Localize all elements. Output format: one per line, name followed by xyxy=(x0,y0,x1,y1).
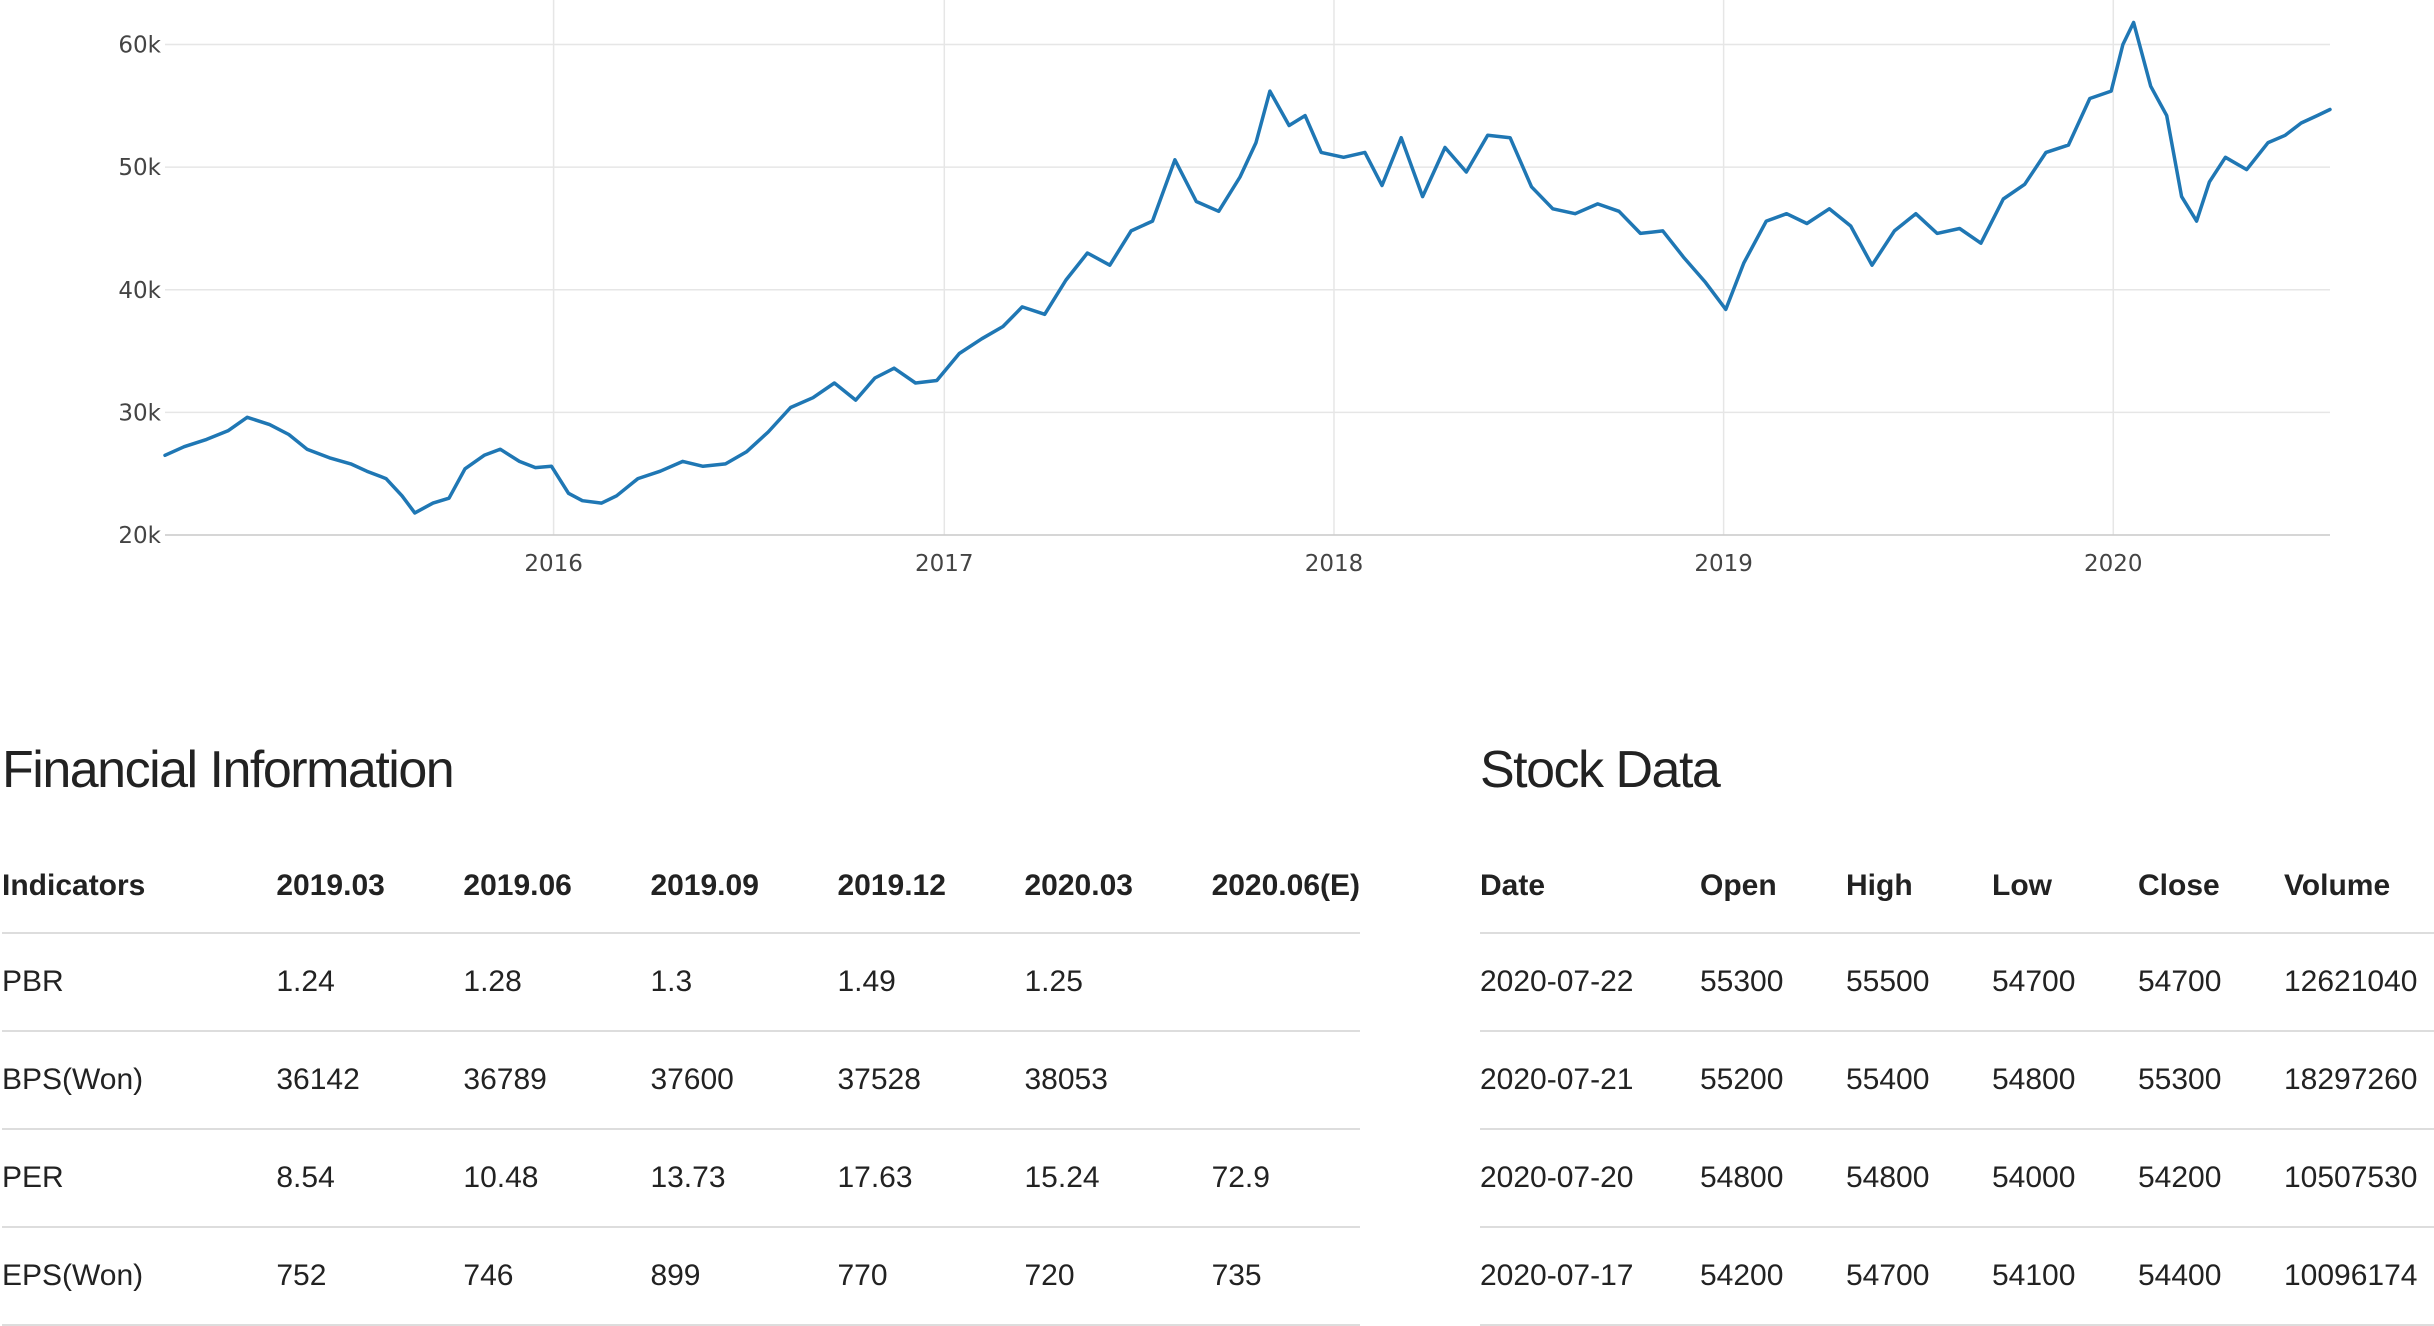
table-cell: 55400 xyxy=(1846,1031,1992,1130)
header-close: Close xyxy=(2138,840,2284,934)
header-volume: Volume xyxy=(2284,840,2434,934)
table-cell: 72.9 xyxy=(1211,1129,1360,1228)
header-indicators: Indicators xyxy=(2,840,277,934)
table-cell: 2020-07-20 xyxy=(1480,1129,1700,1228)
table-cell: 54800 xyxy=(1846,1129,1992,1228)
table-cell: 720 xyxy=(1024,1227,1212,1326)
table-cell: 54800 xyxy=(1700,1129,1846,1228)
header-low: Low xyxy=(1992,840,2138,934)
table-cell: 54700 xyxy=(1846,1227,1992,1326)
table-row: PER 8.54 10.48 13.73 17.63 15.24 72.9 xyxy=(2,1129,1360,1228)
table-cell: 2020-07-22 xyxy=(1480,933,1700,1032)
table-cell: 1.25 xyxy=(1024,933,1212,1032)
x-tick-label: 2020 xyxy=(2084,551,2143,577)
table-cell: 1.3 xyxy=(650,933,838,1032)
header-open: Open xyxy=(1700,840,1846,934)
y-tick-label: 30k xyxy=(118,400,161,426)
table-cell: 55300 xyxy=(2138,1031,2284,1130)
table-row: BPS(Won) 36142 36789 37600 37528 38053 xyxy=(2,1031,1360,1130)
table-cell: 54100 xyxy=(1992,1227,2138,1326)
financial-information-table: Indicators 2019.03 2019.06 2019.09 2019.… xyxy=(2,840,1360,1326)
table-cell: 13.73 xyxy=(650,1129,838,1228)
table-cell: 10507530 xyxy=(2284,1129,2434,1228)
table-row: 2020-07-21 55200 55400 54800 55300 18297… xyxy=(1480,1031,2434,1130)
table-cell: 1.49 xyxy=(837,933,1025,1032)
table-cell: PBR xyxy=(2,933,277,1032)
chart-axes: 2016 2017 2018 2019 2020 20k 30k 40k 50k 60k xyxy=(118,33,2330,577)
chart-plot-area xyxy=(163,20,2332,515)
table-cell: 8.54 xyxy=(276,1129,464,1228)
table-cell: 746 xyxy=(463,1227,651,1326)
table-row: PBR 1.24 1.28 1.3 1.49 1.25 xyxy=(2,933,1360,1032)
table-cell: 735 xyxy=(1211,1227,1360,1326)
table-row: 2020-07-20 54800 54800 54000 54200 10507… xyxy=(1480,1129,2434,1228)
price-series-line xyxy=(163,20,2332,515)
table-cell: 54000 xyxy=(1992,1129,2138,1228)
table-cell: 1.28 xyxy=(463,933,651,1032)
table-cell: 2020-07-21 xyxy=(1480,1031,1700,1130)
table-cell: 10096174 xyxy=(2284,1227,2434,1326)
financial-information-title: Financial Information xyxy=(2,741,455,799)
table-cell: PER xyxy=(2,1129,277,1228)
table-cell xyxy=(1211,1031,1360,1130)
table-cell: EPS(Won) xyxy=(2,1227,277,1326)
y-tick-label: 40k xyxy=(118,278,161,304)
stock-data-table: Date Open High Low Close Volume 2020-07-… xyxy=(1480,840,2434,1326)
x-tick-label: 2016 xyxy=(524,551,583,577)
table-cell: 10.48 xyxy=(463,1129,651,1228)
table-cell: 12621040 xyxy=(2284,933,2434,1032)
header-2020-03: 2020.03 xyxy=(1024,840,1212,934)
stock-data-title: Stock Data xyxy=(1480,741,1721,799)
table-cell xyxy=(1211,933,1360,1032)
price-chart: 2016 2017 2018 2019 2020 20k 30k 40k 50k 60k xyxy=(118,0,2332,577)
y-tick-label: 60k xyxy=(118,33,161,59)
table-header-row: Date Open High Low Close Volume xyxy=(1480,840,2434,934)
x-tick-label: 2019 xyxy=(1694,551,1753,577)
table-cell: 38053 xyxy=(1024,1031,1212,1130)
header-2020-06-e: 2020.06(E) xyxy=(1211,840,1360,934)
table-cell: 770 xyxy=(837,1227,1025,1326)
table-cell: 18297260 xyxy=(2284,1031,2434,1130)
table-cell: 17.63 xyxy=(837,1129,1025,1228)
table-cell: 1.24 xyxy=(276,933,464,1032)
table-header-row: Indicators 2019.03 2019.06 2019.09 2019.… xyxy=(2,840,1360,934)
x-tick-label: 2018 xyxy=(1305,551,1364,577)
header-high: High xyxy=(1846,840,1992,934)
table-cell: 54800 xyxy=(1992,1031,2138,1130)
table-cell: 54400 xyxy=(2138,1227,2284,1326)
table-cell: 37528 xyxy=(837,1031,1025,1130)
table-row: 2020-07-22 55300 55500 54700 54700 12621… xyxy=(1480,933,2434,1032)
table-cell: 55300 xyxy=(1700,933,1846,1032)
y-tick-label: 50k xyxy=(118,155,161,181)
header-2019-03: 2019.03 xyxy=(276,840,464,934)
table-cell: 37600 xyxy=(650,1031,838,1130)
table-cell: 15.24 xyxy=(1024,1129,1212,1228)
header-date: Date xyxy=(1480,840,1700,934)
table-cell: 752 xyxy=(276,1227,464,1326)
header-2019-09: 2019.09 xyxy=(650,840,838,934)
table-cell: 899 xyxy=(650,1227,838,1326)
table-cell: 54200 xyxy=(2138,1129,2284,1228)
table-cell: 55200 xyxy=(1700,1031,1846,1130)
header-2019-12: 2019.12 xyxy=(837,840,1025,934)
table-cell: 54700 xyxy=(2138,933,2284,1032)
table-cell: 2020-07-17 xyxy=(1480,1227,1700,1326)
table-row: EPS(Won) 752 746 899 770 720 735 xyxy=(2,1227,1360,1326)
table-cell: 36142 xyxy=(276,1031,464,1130)
header-2019-06: 2019.06 xyxy=(463,840,651,934)
table-cell: 36789 xyxy=(463,1031,651,1130)
y-tick-label: 20k xyxy=(118,523,161,549)
table-cell: 54700 xyxy=(1992,933,2138,1032)
table-cell: BPS(Won) xyxy=(2,1031,277,1130)
table-row: 2020-07-17 54200 54700 54100 54400 10096… xyxy=(1480,1227,2434,1326)
table-cell: 55500 xyxy=(1846,933,1992,1032)
x-tick-label: 2017 xyxy=(915,551,974,577)
table-cell: 54200 xyxy=(1700,1227,1846,1326)
